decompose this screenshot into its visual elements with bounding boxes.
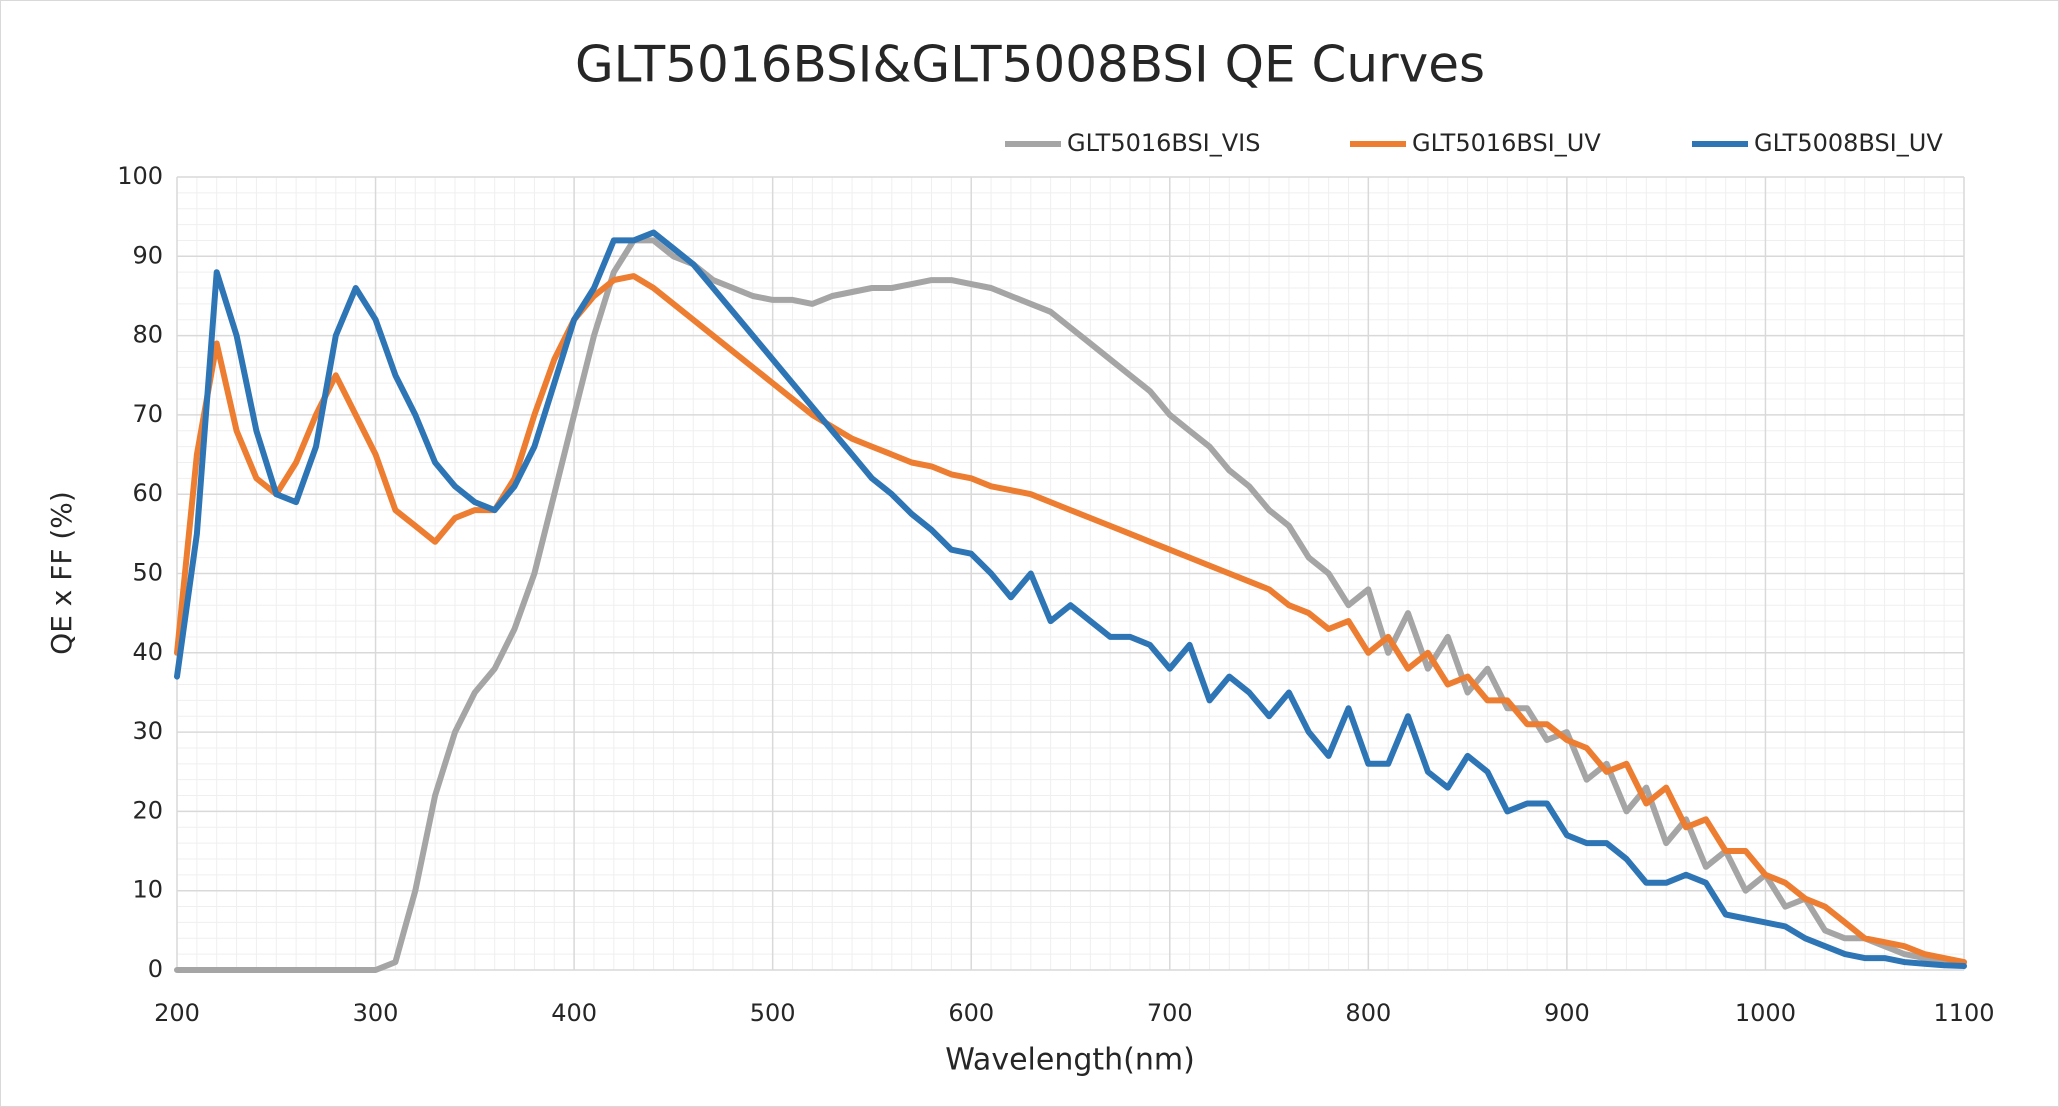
y-tick-label: 40	[132, 638, 163, 666]
x-tick-label: 300	[353, 999, 399, 1027]
x-tick-label: 200	[154, 999, 200, 1027]
y-tick-label: 0	[148, 955, 163, 983]
y-tick-label: 30	[132, 717, 163, 745]
x-tick-label: 1000	[1735, 999, 1796, 1027]
y-axis-label: QE x FF (%)	[45, 491, 78, 655]
x-axis-label: Wavelength(nm)	[945, 1043, 1195, 1078]
series-line	[174, 229, 1967, 969]
y-tick-label: 10	[132, 876, 163, 904]
y-tick-label: 100	[117, 162, 163, 190]
chart-title: GLT5016BSI&GLT5008BSI QE Curves	[575, 36, 1485, 94]
legend-label: GLT5016BSI_UV	[1412, 129, 1601, 157]
x-tick-label: 900	[1544, 999, 1590, 1027]
x-tick-label: 700	[1147, 999, 1193, 1027]
x-tick-label: 400	[551, 999, 597, 1027]
plot	[174, 229, 1967, 973]
y-tick-label: 60	[132, 479, 163, 507]
y-tick-label: 50	[132, 559, 163, 587]
x-tick-label: 500	[750, 999, 796, 1027]
x-tick-label: 600	[948, 999, 994, 1027]
y-tick-label: 90	[132, 241, 163, 269]
x-tick-label: 1100	[1933, 999, 1994, 1027]
x-tick-label: 800	[1345, 999, 1391, 1027]
y-tick-label: 80	[132, 321, 163, 349]
y-tick-label: 20	[132, 796, 163, 824]
series-line	[174, 237, 1967, 973]
series-line	[174, 273, 1967, 966]
legend-label: GLT5016BSI_VIS	[1067, 129, 1261, 157]
legend-label: GLT5008BSI_UV	[1754, 129, 1943, 157]
y-tick-label: 70	[132, 400, 163, 428]
grid	[176, 176, 1965, 971]
